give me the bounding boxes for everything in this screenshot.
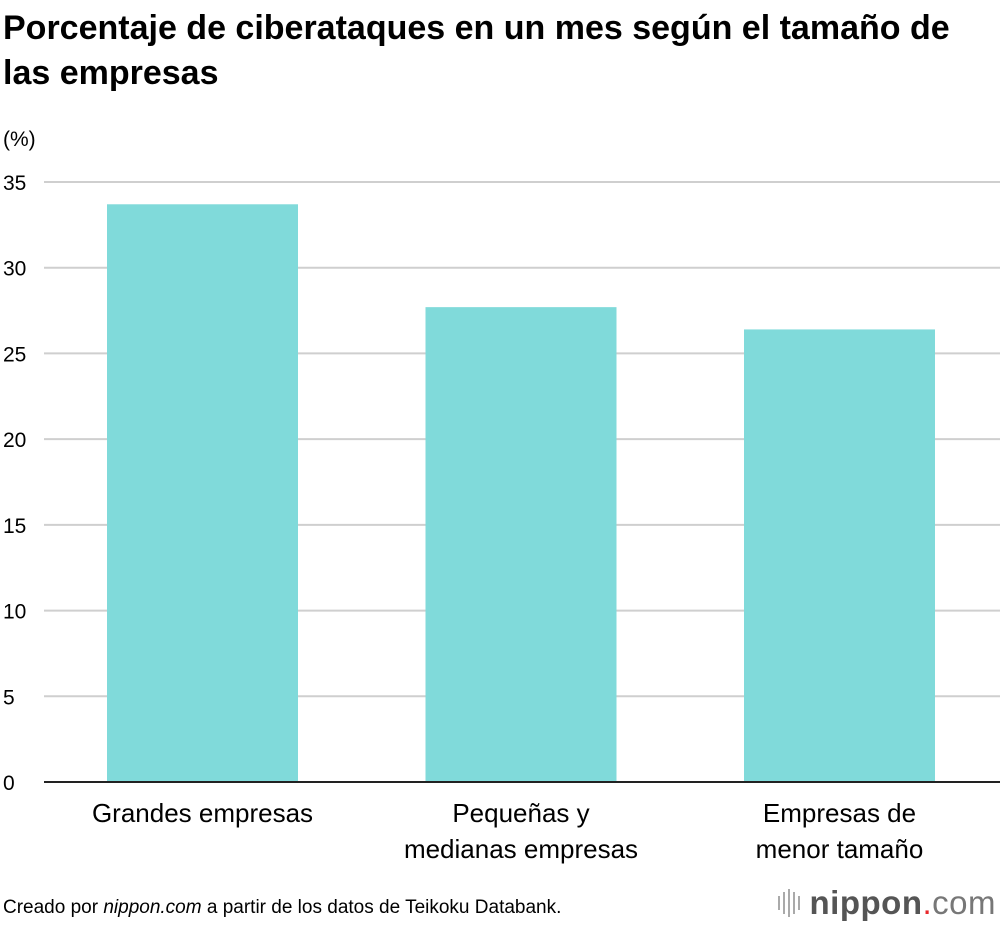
y-tick-label: 0 (3, 772, 15, 795)
y-tick-label: 20 (3, 429, 26, 452)
source-prefix: Creado por (3, 897, 104, 918)
source-site: nippon.com (103, 897, 202, 918)
logo-bars-icon (777, 889, 800, 917)
y-tick-label: 10 (3, 601, 26, 624)
logo-name: nippon (809, 884, 923, 921)
y-axis-label: (%) (3, 128, 36, 151)
x-tick-label: medianas empresas (404, 834, 638, 864)
logo-tld: com (932, 884, 996, 921)
bar (107, 204, 298, 783)
bar (425, 307, 617, 782)
x-tick-label: menor tamaño (756, 834, 924, 864)
source-suffix: a partir de los datos de Teikoku Databan… (201, 897, 562, 918)
bar (744, 329, 935, 782)
chart-title: Porcentaje de ciberataques en un mes seg… (3, 9, 950, 92)
nippon-logo: nippon. com (777, 884, 996, 922)
y-tick-label: 35 (3, 172, 26, 195)
y-tick-label: 25 (3, 343, 26, 366)
y-tick-label: 5 (3, 686, 15, 709)
y-tick-label: 30 (3, 258, 26, 281)
x-tick-label: Empresas de (763, 798, 916, 828)
y-tick-label: 15 (3, 515, 26, 538)
x-tick-label: Grandes empresas (92, 798, 313, 828)
bar-chart: 0 5 10 15 20 25 30 35 Grandes empresas Pequeñas y… (3, 172, 1000, 864)
x-tick-label: Pequeñas y (452, 798, 589, 828)
logo-dot: . (922, 884, 933, 921)
source-note: Creado por nippon.com a partir de los da… (3, 897, 561, 919)
